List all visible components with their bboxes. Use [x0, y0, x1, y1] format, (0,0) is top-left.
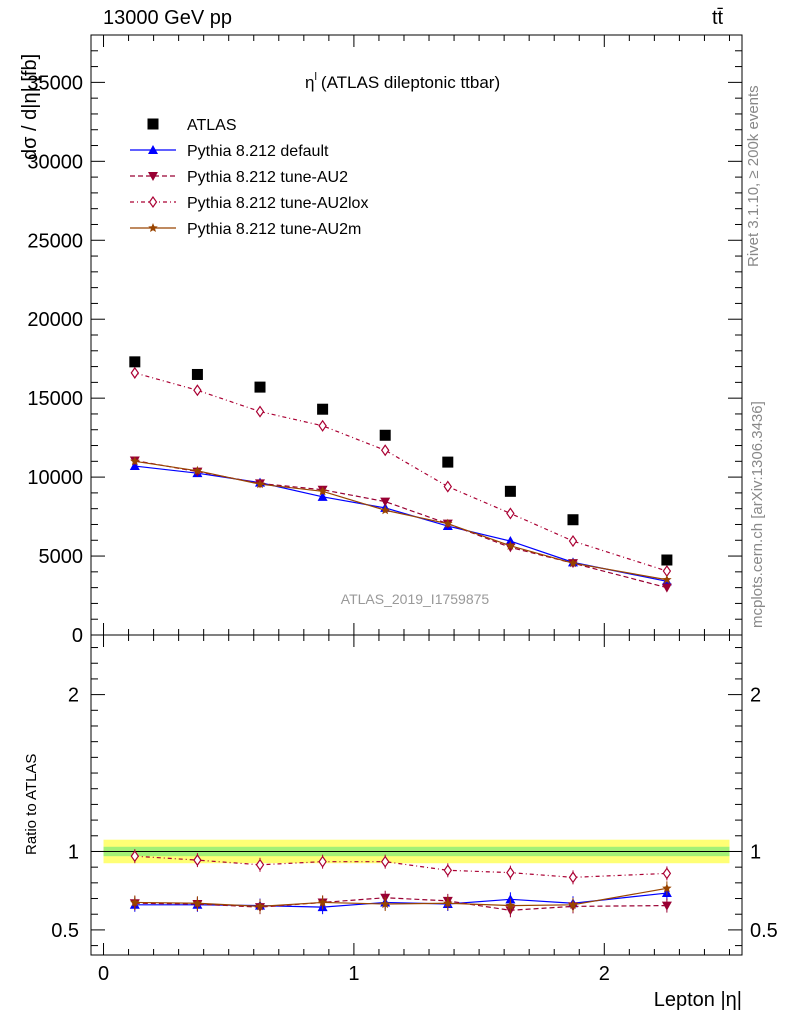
- series-point: [317, 491, 328, 501]
- header-left: 13000 GeV pp: [103, 7, 232, 29]
- series-line-1: [134, 459, 668, 589]
- ratio-y-tick-label-right: 1: [750, 841, 761, 863]
- y-tick-label: 25000: [27, 230, 83, 252]
- ratio-series-point: [380, 899, 390, 909]
- ratio-series-point: [661, 901, 672, 911]
- ratio-series-point: [568, 871, 578, 884]
- ratio-y-tick-label: 1: [68, 841, 79, 863]
- ratio-series-point: [662, 883, 672, 893]
- ratio-series-point: [380, 855, 390, 868]
- series-point: [318, 419, 327, 432]
- data-point: [442, 456, 454, 468]
- ratio-frame-border: [90, 634, 743, 956]
- series-point: [662, 565, 672, 578]
- data-point: [254, 381, 266, 393]
- legend-label-data: ATLAS: [187, 117, 237, 134]
- series-point: [255, 479, 265, 489]
- series-point: [443, 480, 453, 493]
- ratio-y-tick-label: 2: [68, 685, 79, 707]
- series-point: [192, 465, 203, 475]
- x-axis-label: Lepton |η|: [654, 989, 742, 1011]
- series-point: [505, 540, 516, 550]
- ratio-plot-area: [90, 634, 743, 956]
- y-tick-label: 5000: [39, 546, 84, 568]
- y-tick-label: 15000: [27, 388, 83, 410]
- series-point: [661, 583, 672, 593]
- ratio-series-line-2: [134, 855, 667, 878]
- y-tick-label: 10000: [27, 467, 83, 489]
- x-tick-label: 2: [599, 963, 610, 985]
- ratio-series-line-0: [134, 892, 667, 908]
- ratio-series-point: [130, 850, 140, 863]
- series-line-0: [134, 465, 668, 582]
- data-point: [317, 403, 329, 415]
- series-point: [568, 535, 578, 548]
- y-tick-label: 0: [72, 625, 83, 647]
- legend-label: Pythia 8.212 tune-AU2lox: [187, 195, 368, 212]
- series-point: [130, 456, 140, 466]
- legend-marker-data: [147, 118, 159, 130]
- ratio-series-point: [255, 901, 265, 911]
- ratio-series-point: [568, 899, 578, 909]
- y-tick-label: 35000: [27, 72, 83, 94]
- legend-marker: [148, 172, 158, 181]
- data-point: [661, 554, 673, 566]
- series-line-2: [134, 372, 668, 572]
- plot-title: ηl (ATLAS dileptonic ttbar): [305, 71, 500, 92]
- legend-label: Pythia 8.212 default: [187, 143, 329, 160]
- ratio-series-point: [318, 855, 327, 868]
- data-point: [567, 514, 579, 526]
- analysis-watermark: ATLAS_2019_I1759875: [341, 591, 490, 607]
- series-point: [255, 405, 265, 418]
- ratio-series-point: [505, 900, 516, 910]
- y-axis-label: dσ / d|η| [fb]: [19, 54, 41, 160]
- series-point: [662, 574, 672, 584]
- series-point: [317, 486, 328, 496]
- ratio-series-point: [317, 897, 328, 907]
- series-point: [443, 518, 453, 528]
- ratio-series-point: [443, 898, 453, 908]
- ratio-series-point: [130, 897, 140, 907]
- y-tick-label: 30000: [27, 151, 83, 173]
- series-point: [380, 505, 390, 515]
- ratio-series-line-3: [134, 887, 667, 907]
- data-point: [191, 368, 203, 380]
- ratio-series-point: [443, 864, 453, 877]
- y-tick-label: 20000: [27, 309, 83, 331]
- series-point: [380, 497, 391, 507]
- header-right: tt̄: [712, 7, 724, 29]
- x-tick-label: 0: [98, 963, 109, 985]
- ratio-y-tick-label-right: 2: [750, 685, 761, 707]
- ratio-series-point: [255, 858, 265, 871]
- series-point: [506, 507, 515, 520]
- ratio-series-point: [506, 866, 515, 879]
- x-tick-label: 1: [348, 963, 359, 985]
- legend-marker: [148, 195, 158, 209]
- ratio-series-point: [192, 898, 203, 908]
- series-line-3: [134, 460, 667, 581]
- legend-label: Pythia 8.212 tune-AU2: [187, 169, 348, 186]
- series-point: [568, 558, 578, 568]
- series-point: [193, 384, 202, 397]
- ratio-y-axis-label: Ratio to ATLAS: [23, 754, 40, 855]
- series-point: [130, 366, 140, 379]
- chart-marks: 0 1 2 0 5000 10000 15000 20000 25000 30000 35000 0.…: [27, 34, 778, 985]
- ratio-series-point: [193, 854, 202, 867]
- data-point: [379, 429, 391, 441]
- data-point: [504, 485, 516, 497]
- legend-marker: [148, 145, 158, 154]
- legend-label: Pythia 8.212 tune-AU2m: [187, 221, 361, 238]
- ratio-series-point: [662, 867, 672, 880]
- series-point: [129, 461, 140, 471]
- ratio-y-tick-label: 0.5: [51, 920, 79, 942]
- legend-marker: [148, 223, 158, 233]
- series-point: [380, 444, 390, 457]
- ratio-y-tick-label-right: 0.5: [750, 920, 778, 942]
- series-point: [505, 536, 516, 546]
- data-point: [129, 356, 141, 368]
